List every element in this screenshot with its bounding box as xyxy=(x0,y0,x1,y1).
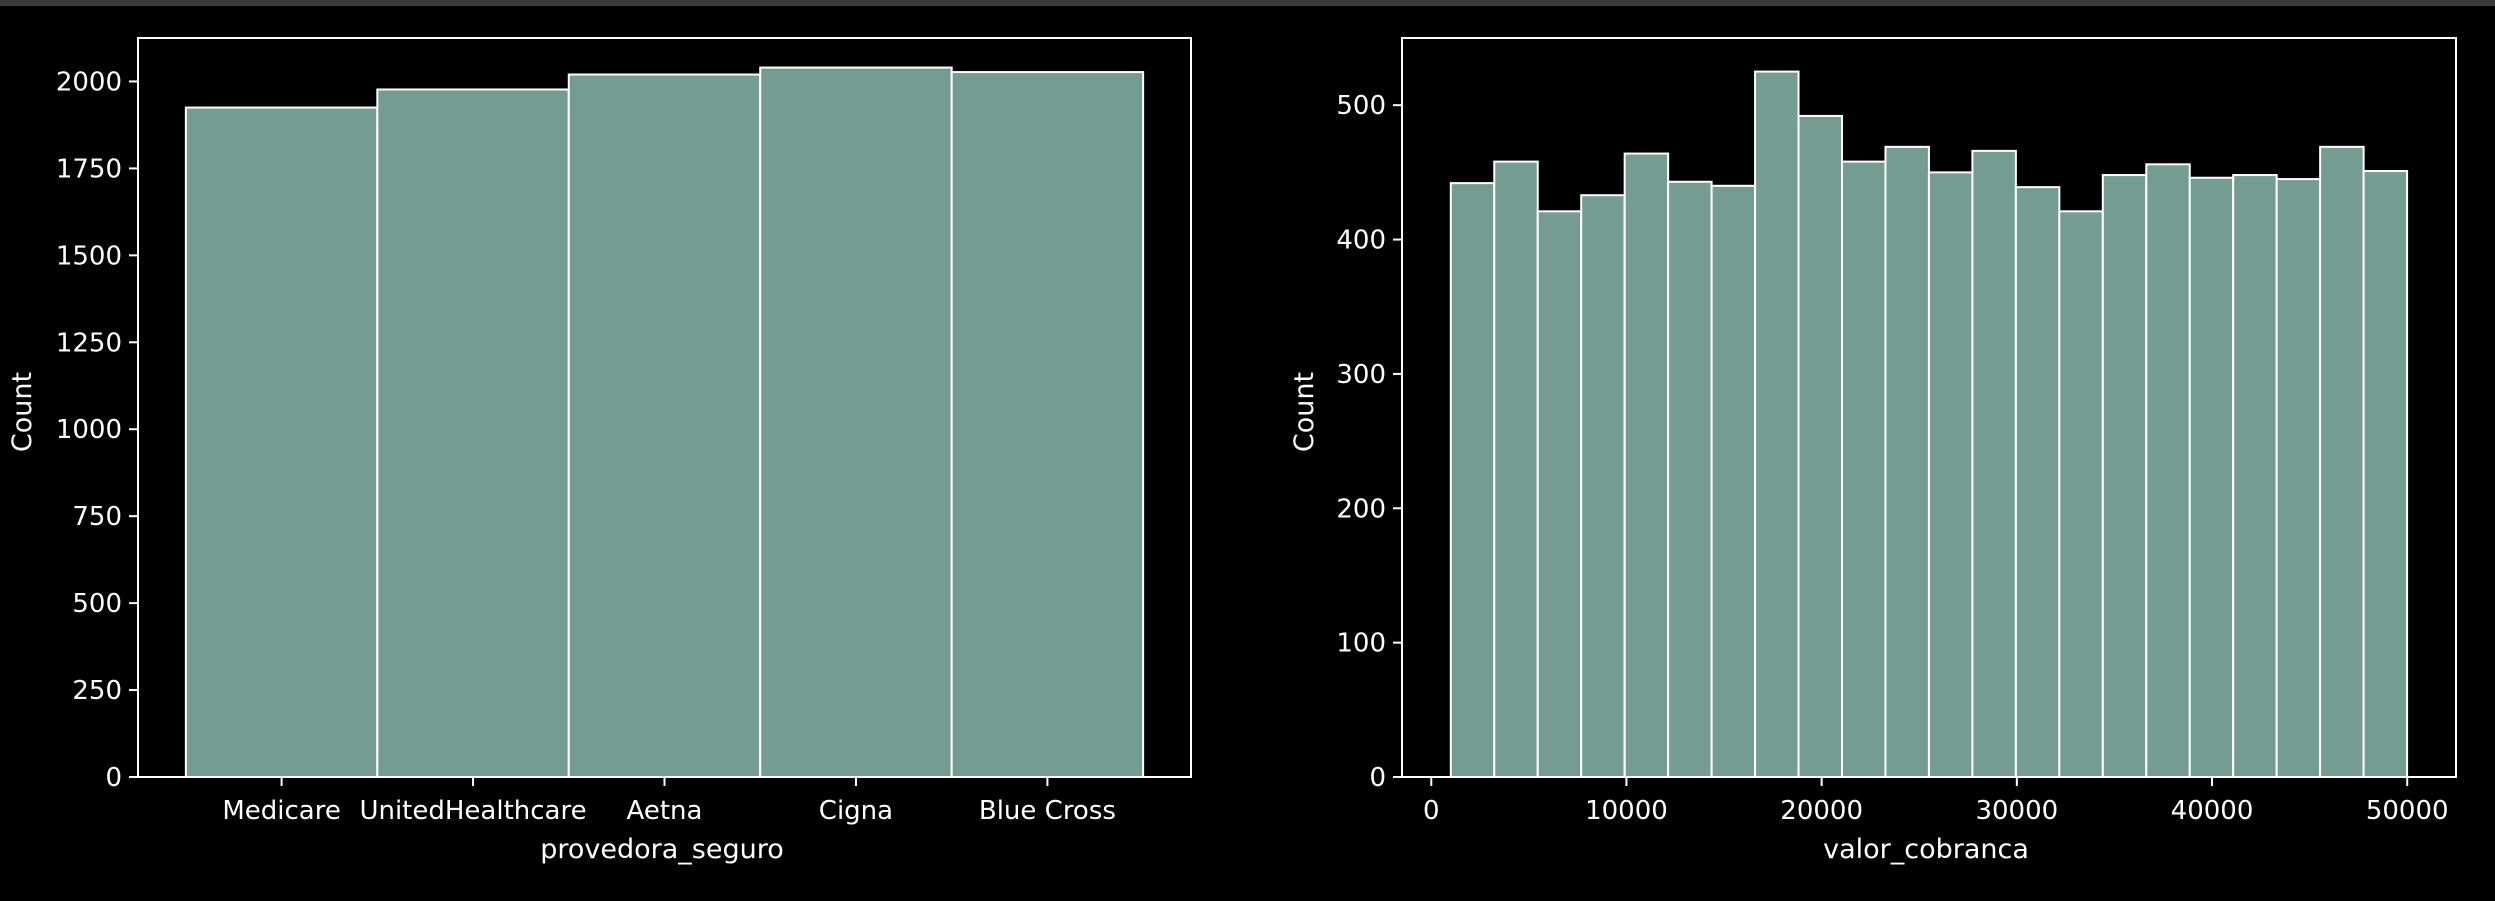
histogram-bar xyxy=(1449,182,1496,778)
left-y-axis-label: Count xyxy=(7,372,38,452)
left-y-tick-label: 500 xyxy=(72,589,122,619)
right-y-tick-label: 100 xyxy=(1336,629,1386,659)
histogram-bar xyxy=(1884,145,1930,779)
left-x-tick-label: Blue Cross xyxy=(979,796,1116,826)
chart-provedora-seguro: 0 250 500 750 1000 1250 1500 1750 2000 Medicare Un… xyxy=(56,37,1192,826)
left-x-tick-label: UnitedHealthcare xyxy=(359,796,586,826)
histogram-bar xyxy=(1710,184,1757,779)
left-y-tick-label: 1000 xyxy=(56,415,122,445)
left-y-tick-label: 2000 xyxy=(56,67,122,97)
bar-blue-cross xyxy=(950,71,1145,779)
histogram-bar xyxy=(1493,160,1539,778)
histogram-bar xyxy=(1623,152,1670,778)
right-y-tick-label: 300 xyxy=(1336,360,1386,390)
left-y-tick-label: 1500 xyxy=(56,241,122,271)
histogram-bar xyxy=(2145,163,2191,778)
right-x-tick-label: 20000 xyxy=(1780,796,1863,826)
right-y-tick-label: 200 xyxy=(1336,494,1386,524)
bar-medicare xyxy=(184,106,379,779)
histogram-bar xyxy=(2362,170,2409,778)
bar-unitedhealthcare xyxy=(376,88,570,778)
left-x-axis-label: provedora_seguro xyxy=(540,834,784,865)
histogram-bar xyxy=(2232,174,2278,778)
left-x-tick-label: Medicare xyxy=(222,796,341,826)
histogram-bar xyxy=(2275,178,2322,778)
histogram-bar xyxy=(2058,210,2104,778)
right-x-axis-label: valor_cobranca xyxy=(1823,834,2029,865)
histogram-bar xyxy=(2101,174,2148,778)
left-y-tick-label: 1750 xyxy=(56,154,122,184)
right-axes-frame xyxy=(1401,37,2457,778)
window-top-bar xyxy=(0,0,2495,6)
left-x-tick-label: Aetna xyxy=(627,796,703,826)
histogram-bar xyxy=(1667,180,1713,778)
chart-valor-cobranca: 0 100 200 300 400 500 0 10000 20000 30000 40000 500… xyxy=(1336,37,2457,826)
histogram-bar xyxy=(1754,70,1800,779)
left-y-tick-label: 250 xyxy=(72,676,122,706)
bar-aetna xyxy=(567,73,762,778)
left-y-tick-label: 0 xyxy=(105,763,122,793)
histogram-bar xyxy=(1841,160,1887,778)
bar-cigna xyxy=(759,66,953,778)
histogram-bar xyxy=(1927,171,1974,778)
right-x-tick-label: 40000 xyxy=(2171,796,2254,826)
right-y-tick-label: 400 xyxy=(1336,226,1386,256)
left-x-tick-label: Cigna xyxy=(819,796,893,826)
right-x-tick-label: 50000 xyxy=(2366,796,2449,826)
histogram-bar xyxy=(2014,186,2061,779)
right-x-tick-label: 10000 xyxy=(1585,796,1668,826)
right-y-axis-label: Count xyxy=(1289,372,1320,452)
histogram-bar xyxy=(1580,194,1626,779)
histogram-bar xyxy=(2188,176,2235,779)
histogram-bar xyxy=(1971,149,2017,778)
right-x-tick-label: 0 xyxy=(1423,796,1440,826)
left-y-tick-label: 750 xyxy=(72,502,122,532)
left-y-tick-label: 1250 xyxy=(56,328,122,358)
right-x-tick-label: 30000 xyxy=(1975,796,2058,826)
histogram-bar xyxy=(2319,145,2365,779)
histogram-bar xyxy=(1536,210,1583,778)
right-y-tick-label: 500 xyxy=(1336,91,1386,121)
histogram-bar xyxy=(1797,114,1844,778)
right-y-tick-label: 0 xyxy=(1369,763,1386,793)
